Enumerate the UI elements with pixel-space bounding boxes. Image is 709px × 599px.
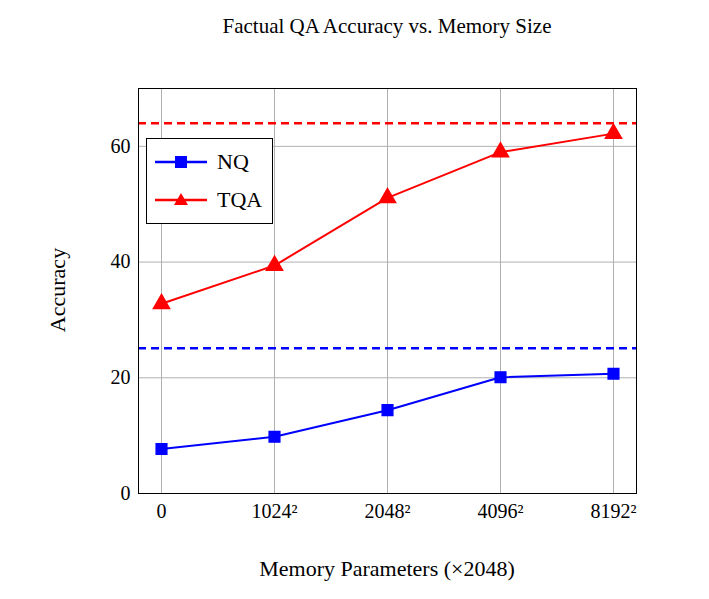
svg-text:20: 20 (111, 366, 131, 388)
svg-text:4096²: 4096² (478, 500, 524, 522)
html-text:Factual QA Accuracy vs. Memory: Factual QA Accuracy vs. Memory Size (222, 14, 552, 38)
svg-text:2048²: 2048² (365, 500, 411, 522)
html-text:NQ: NQ (217, 149, 249, 174)
svg-text:60: 60 (111, 135, 131, 157)
svg-text:40: 40 (111, 250, 131, 272)
html-text:TQA: TQA (217, 187, 263, 212)
svg-text:1024²: 1024² (252, 500, 298, 522)
html-text:Accuracy: Accuracy (45, 247, 70, 333)
svg-text:0: 0 (157, 500, 167, 522)
svg-text:0: 0 (121, 482, 131, 504)
html-text:Memory Parameters (×2048): Memory Parameters (×2048) (259, 556, 515, 581)
svg-text:8192²: 8192² (591, 500, 637, 522)
